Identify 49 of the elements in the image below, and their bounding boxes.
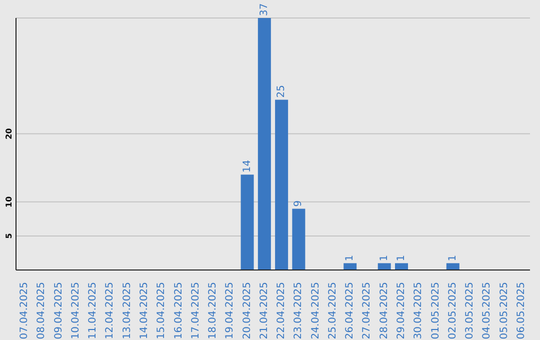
x-tick-label: 07.04.2025 bbox=[19, 282, 30, 340]
x-tick-label: 09.04.2025 bbox=[53, 282, 64, 340]
data-label: 1 bbox=[396, 254, 407, 262]
x-tick-label: 14.04.2025 bbox=[139, 282, 150, 340]
x-tick-label: 04.05.2025 bbox=[482, 282, 493, 340]
bar bbox=[292, 208, 306, 270]
data-label: 1 bbox=[344, 254, 356, 262]
bar bbox=[275, 100, 288, 270]
x-tick-label: 24.04.2025 bbox=[310, 282, 322, 340]
x-tick-label: 10.04.2025 bbox=[70, 282, 82, 340]
data-label: 25 bbox=[276, 84, 288, 98]
x-tick-label: 05.05.2025 bbox=[498, 282, 510, 340]
x-tick-label: 16.04.2025 bbox=[173, 282, 184, 340]
data-label: 9 bbox=[293, 200, 304, 207]
data-label: 1 bbox=[447, 254, 458, 262]
x-tick-label: 25.04.2025 bbox=[327, 282, 338, 340]
x-tick-label: 15.04.2025 bbox=[156, 282, 168, 340]
x-tick-label: 21.04.2025 bbox=[258, 282, 270, 340]
bar bbox=[378, 263, 391, 270]
data-label: 1 bbox=[378, 254, 390, 262]
x-tick-label: 17.04.2025 bbox=[190, 282, 202, 340]
x-tick-label: 27.04.2025 bbox=[362, 282, 373, 340]
y-tick-label: 10 bbox=[4, 196, 14, 208]
x-tick-label: 29.04.2025 bbox=[396, 282, 407, 340]
x-tick-label: 12.04.2025 bbox=[104, 282, 116, 340]
x-tick-label: 03.05.2025 bbox=[464, 282, 476, 340]
x-tick-label: 18.04.2025 bbox=[208, 282, 219, 340]
x-tick-label: 30.04.2025 bbox=[413, 282, 424, 340]
data-label: 37 bbox=[258, 3, 270, 16]
y-tick-label: 5 bbox=[4, 232, 14, 239]
bar bbox=[258, 18, 271, 270]
y-tick-label: 20 bbox=[4, 128, 14, 140]
x-tick-label: 19.04.2025 bbox=[224, 282, 236, 340]
bar bbox=[446, 263, 460, 270]
data-label: 14 bbox=[242, 160, 253, 173]
x-tick-label: 23.04.2025 bbox=[293, 282, 304, 340]
x-tick-label: 06.05.2025 bbox=[516, 282, 527, 340]
x-tick-label: 08.04.2025 bbox=[36, 282, 48, 340]
bar bbox=[240, 174, 254, 270]
x-tick-label: 22.04.2025 bbox=[276, 282, 288, 340]
x-tick-label: 26.04.2025 bbox=[344, 282, 356, 340]
x-tick-label: 02.05.2025 bbox=[447, 282, 458, 340]
x-tick-label: 11.04.2025 bbox=[88, 282, 99, 340]
x-tick-label: 01.05.2025 bbox=[430, 282, 442, 340]
x-tick-label: 28.04.2025 bbox=[378, 282, 390, 340]
x-tick-label: 13.04.2025 bbox=[122, 282, 133, 340]
x-tick-label: 20.04.2025 bbox=[242, 282, 253, 340]
bar bbox=[344, 263, 357, 270]
bar bbox=[394, 263, 408, 270]
